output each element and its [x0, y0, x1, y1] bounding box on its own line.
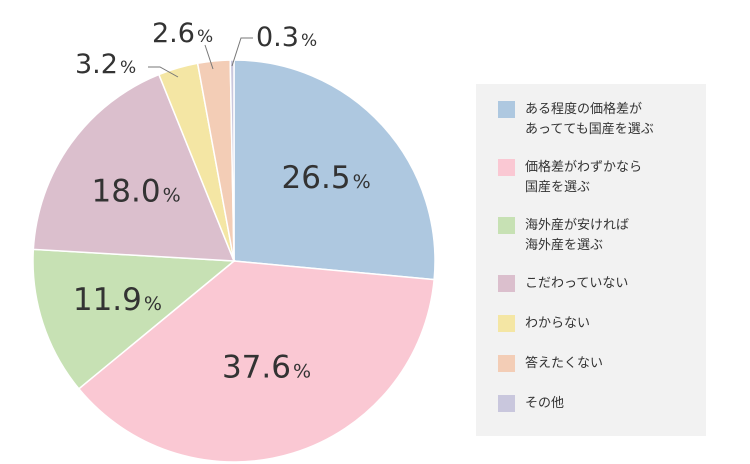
- callout-line-4: [148, 66, 179, 78]
- data-label-2: 11.9%: [73, 282, 162, 318]
- legend-item-6: その他: [498, 394, 706, 414]
- legend-item-0: ある程度の価格差が あってても国産を選ぶ: [498, 100, 706, 140]
- legend-label-4: わからない: [525, 316, 591, 331]
- legend-item-1: 価格差がわずかなら 国産を選ぶ: [498, 158, 706, 198]
- data-label-3: 18.0%: [92, 174, 181, 210]
- pie-slice-1: [77, 260, 435, 463]
- legend-swatch-2: [498, 217, 515, 234]
- legend-swatch-4: [498, 315, 515, 332]
- data-label-6: 0.3%: [256, 22, 317, 53]
- callout-line-6: [231, 37, 253, 67]
- data-label-1: 37.6%: [222, 350, 311, 386]
- pie-slice-0: [233, 59, 436, 281]
- legend-swatch-1: [498, 159, 515, 176]
- pie-chart: 26.5 % 37.6 % 11.9 % 18.0 % 3.2 % 2.6% 0.3%: [32, 18, 436, 463]
- pie-slice-2: [32, 248, 236, 390]
- data-label-4: 3.2%: [75, 49, 136, 80]
- legend-label-6: その他: [525, 396, 565, 411]
- data-label-5: 2.6%: [152, 18, 213, 49]
- legend-label-3: こだわっていない: [525, 276, 629, 291]
- legend-item-5: 答えたくない: [498, 354, 706, 374]
- legend-swatch-5: [498, 355, 515, 372]
- legend-item-3: こだわっていない: [498, 274, 706, 294]
- pie-slice-3: [32, 73, 236, 262]
- legend-label-2b: 海外産を選ぶ: [525, 238, 604, 253]
- legend-label-0b: あってても国産を選ぶ: [525, 122, 654, 137]
- legend-swatch-0: [498, 101, 515, 118]
- legend-item-4: わからない: [498, 314, 706, 334]
- legend: ある程度の価格差が あってても国産を選ぶ 価格差がわずかなら 国産を選ぶ 海外産…: [476, 84, 706, 436]
- data-label-0: 26.5%: [282, 160, 371, 196]
- callout-line-5: [204, 44, 214, 70]
- legend-label-1a: 価格差がわずかなら: [525, 160, 643, 175]
- legend-label-0a: ある程度の価格差が: [525, 102, 643, 117]
- legend-item-2: 海外産が安ければ 海外産を選ぶ: [498, 216, 706, 256]
- legend-swatch-6: [498, 395, 515, 412]
- legend-label-2a: 海外産が安ければ: [525, 218, 630, 233]
- legend-label-1b: 国産を選ぶ: [525, 180, 591, 195]
- legend-label-5: 答えたくない: [525, 356, 604, 371]
- legend-swatch-3: [498, 275, 515, 292]
